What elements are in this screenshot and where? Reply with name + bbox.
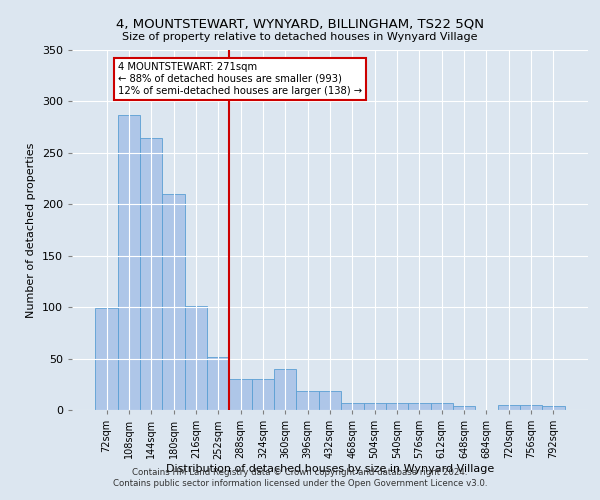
Bar — [163, 194, 185, 410]
Bar — [319, 392, 341, 410]
Bar — [542, 406, 565, 410]
Bar — [296, 392, 319, 410]
Bar — [252, 379, 274, 410]
Text: 4, MOUNTSTEWART, WYNYARD, BILLINGHAM, TS22 5QN: 4, MOUNTSTEWART, WYNYARD, BILLINGHAM, TS… — [116, 18, 484, 30]
Text: Contains HM Land Registry data © Crown copyright and database right 2024.
Contai: Contains HM Land Registry data © Crown c… — [113, 468, 487, 487]
Bar — [229, 379, 252, 410]
Bar — [95, 308, 118, 410]
Y-axis label: Number of detached properties: Number of detached properties — [26, 142, 36, 318]
Bar — [386, 403, 408, 410]
Bar — [453, 406, 475, 410]
Bar — [341, 403, 364, 410]
Bar — [520, 405, 542, 410]
Bar — [364, 403, 386, 410]
Bar — [408, 403, 431, 410]
Bar — [185, 306, 207, 410]
Text: Size of property relative to detached houses in Wynyard Village: Size of property relative to detached ho… — [122, 32, 478, 42]
Bar — [207, 356, 229, 410]
Bar — [118, 115, 140, 410]
Bar — [140, 138, 163, 410]
Text: 4 MOUNTSTEWART: 271sqm
← 88% of detached houses are smaller (993)
12% of semi-de: 4 MOUNTSTEWART: 271sqm ← 88% of detached… — [118, 62, 362, 96]
Bar — [497, 405, 520, 410]
Bar — [431, 403, 453, 410]
Bar — [274, 369, 296, 410]
X-axis label: Distribution of detached houses by size in Wynyard Village: Distribution of detached houses by size … — [166, 464, 494, 474]
